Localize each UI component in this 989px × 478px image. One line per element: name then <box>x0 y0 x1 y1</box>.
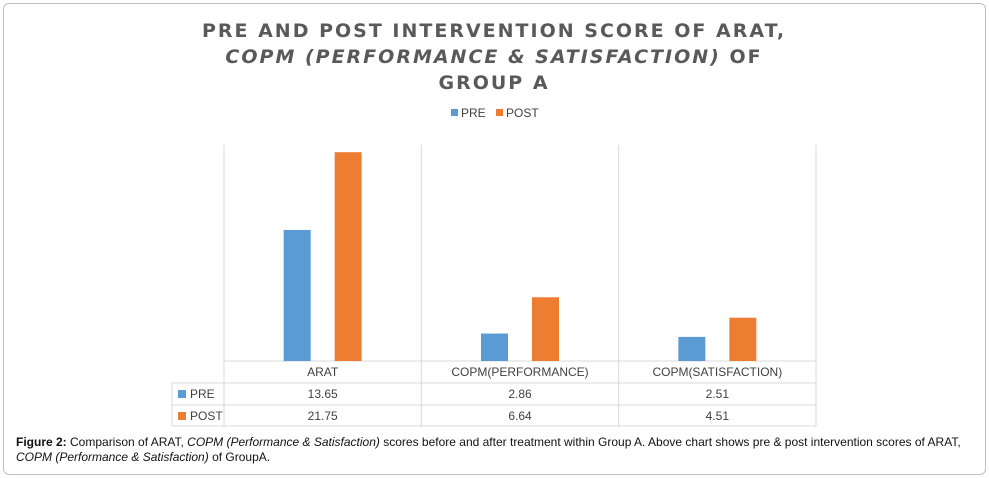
bar-post-3 <box>729 317 757 361</box>
caption-text: scores before and after treatment within… <box>379 435 961 449</box>
data-label: 2.86 <box>508 387 532 401</box>
legend-label: PRE <box>461 106 486 120</box>
chart-frame <box>3 3 986 475</box>
figure-caption: Figure 2: Comparison of ARAT, COPM (Perf… <box>16 435 976 465</box>
legend-swatch <box>451 109 458 116</box>
legend: PRE POST <box>451 106 539 120</box>
chart-title-text: GROUP A <box>438 72 549 94</box>
chart-title-text: COPM (PERFORMANCE & SATISFACTION) <box>225 46 720 68</box>
chart-title: PRE AND POST INTERVENTION SCORE OF ARAT,… <box>202 20 786 94</box>
table-series-label: POST <box>190 409 223 423</box>
category-label: ARAT <box>307 365 339 379</box>
data-label: 13.65 <box>308 387 338 401</box>
bar-pre-3 <box>678 336 706 361</box>
caption-text: Comparison of ARAT, <box>66 435 188 449</box>
data-label: 2.51 <box>706 387 730 401</box>
chart-title-text: PRE AND POST INTERVENTION SCORE OF ARAT, <box>202 20 786 42</box>
caption-text: COPM (Performance & Satisfaction) <box>16 450 209 464</box>
legend-label: POST <box>506 106 539 120</box>
bar-post-2 <box>532 297 559 361</box>
category-label: COPM(PERFORMANCE) <box>451 365 588 379</box>
caption-label: Figure 2: <box>16 435 67 449</box>
table-series-label: PRE <box>190 387 215 401</box>
caption-text: COPM (Performance & Satisfaction) <box>187 435 380 449</box>
chart-title-line: GROUP A <box>438 72 549 94</box>
caption-text: of GroupA. <box>208 450 271 464</box>
gridlines <box>223 145 817 426</box>
chart-title-line: PRE AND POST INTERVENTION SCORE OF ARAT, <box>202 20 786 42</box>
bar-pre-2 <box>481 333 508 361</box>
data-label: 6.64 <box>508 409 532 423</box>
table-legend-swatch <box>178 390 186 398</box>
data-label: 21.75 <box>308 409 338 423</box>
bars <box>283 152 757 361</box>
legend-swatch <box>496 109 503 116</box>
bar-post-1 <box>334 152 362 361</box>
data-label: 4.51 <box>706 409 730 423</box>
bar-pre-1 <box>283 229 311 361</box>
data-table: ARAT COPM(PERFORMANCE) COPM(SATISFACTION) P… <box>171 365 816 427</box>
chart-title-line: COPM (PERFORMANCE & SATISFACTION) OF <box>225 46 762 68</box>
table-legend-swatch <box>178 412 186 420</box>
chart-title-suffix: OF <box>721 46 763 68</box>
category-label: COPM(SATISFACTION) <box>652 365 782 379</box>
